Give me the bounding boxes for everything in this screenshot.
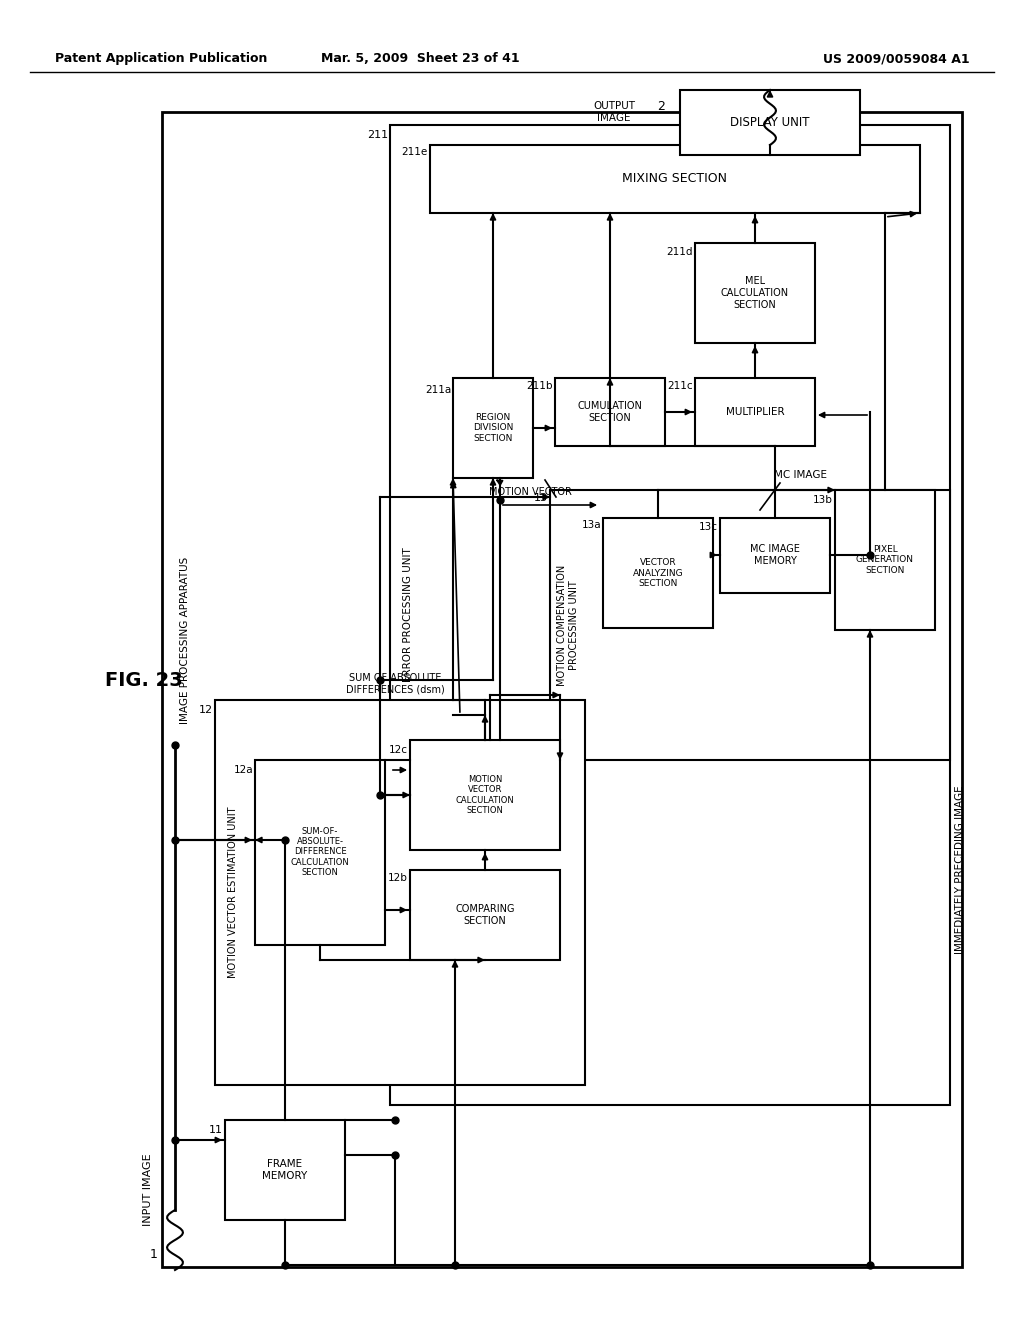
Bar <box>255 760 385 945</box>
Text: REGION
DIVISION
SECTION: REGION DIVISION SECTION <box>473 413 513 444</box>
Text: 1: 1 <box>151 1249 158 1262</box>
Bar <box>680 90 860 154</box>
Text: PIXEL
GENERATION
SECTION: PIXEL GENERATION SECTION <box>856 545 914 576</box>
Text: FIG. 23: FIG. 23 <box>105 671 182 689</box>
Text: IMMEDIATELY PRECEDING IMAGE: IMMEDIATELY PRECEDING IMAGE <box>955 785 965 954</box>
Text: 211b: 211b <box>526 381 553 391</box>
Text: 211a: 211a <box>425 385 451 395</box>
Text: MOTION VECTOR: MOTION VECTOR <box>488 487 571 498</box>
Text: Mar. 5, 2009  Sheet 23 of 41: Mar. 5, 2009 Sheet 23 of 41 <box>321 51 519 65</box>
Text: 211d: 211d <box>667 247 693 257</box>
Bar <box>410 741 560 850</box>
Bar <box>695 378 815 446</box>
Bar <box>162 112 962 1267</box>
Text: 13a: 13a <box>582 520 601 531</box>
Bar <box>555 378 665 446</box>
Bar <box>695 243 815 343</box>
Text: COMPARING
SECTION: COMPARING SECTION <box>456 904 515 925</box>
Text: US 2009/0059084 A1: US 2009/0059084 A1 <box>823 51 970 65</box>
Text: 211e: 211e <box>401 147 428 157</box>
Text: CUMULATION
SECTION: CUMULATION SECTION <box>578 401 642 422</box>
Text: IMAGE PROCESSING APPARATUS: IMAGE PROCESSING APPARATUS <box>180 556 190 723</box>
Text: 12c: 12c <box>389 744 408 755</box>
Text: OUTPUT
IMAGE: OUTPUT IMAGE <box>593 102 635 123</box>
Text: MC IMAGE
MEMORY: MC IMAGE MEMORY <box>750 544 800 566</box>
Text: 13: 13 <box>534 492 548 503</box>
Text: MC IMAGE: MC IMAGE <box>773 470 826 480</box>
Text: SUM-OF-
ABSOLUTE-
DIFFERENCE
CALCULATION
SECTION: SUM-OF- ABSOLUTE- DIFFERENCE CALCULATION… <box>291 826 349 878</box>
Bar <box>225 1119 345 1220</box>
Text: INPUT IMAGE: INPUT IMAGE <box>143 1154 153 1226</box>
Text: MEL
CALCULATION
SECTION: MEL CALCULATION SECTION <box>721 276 790 310</box>
Text: MOTION COMPENSATION
PROCESSING UNIT: MOTION COMPENSATION PROCESSING UNIT <box>557 565 579 685</box>
Text: 12a: 12a <box>233 766 253 775</box>
Text: MULTIPLIER: MULTIPLIER <box>726 407 784 417</box>
Text: MOTION VECTOR ESTIMATION UNIT: MOTION VECTOR ESTIMATION UNIT <box>228 807 238 978</box>
Text: FRAME
MEMORY: FRAME MEMORY <box>262 1159 307 1181</box>
Text: VECTOR
ANALYZING
SECTION: VECTOR ANALYZING SECTION <box>633 558 683 587</box>
Bar <box>215 700 585 1085</box>
Bar <box>430 145 920 213</box>
Bar <box>410 870 560 960</box>
Text: MOTION
VECTOR
CALCULATION
SECTION: MOTION VECTOR CALCULATION SECTION <box>456 775 514 814</box>
Bar <box>720 517 830 593</box>
Text: 11: 11 <box>209 1125 223 1135</box>
Bar <box>550 490 950 760</box>
Text: Patent Application Publication: Patent Application Publication <box>55 51 267 65</box>
Bar <box>453 378 534 478</box>
Text: 12b: 12b <box>388 873 408 883</box>
Text: ERROR PROCESSING UNIT: ERROR PROCESSING UNIT <box>403 548 413 682</box>
Text: 13b: 13b <box>813 495 833 506</box>
Text: 12: 12 <box>199 705 213 715</box>
Text: 2: 2 <box>657 100 665 114</box>
Bar <box>390 125 950 1105</box>
Text: 211c: 211c <box>668 381 693 391</box>
Bar <box>603 517 713 628</box>
Text: MIXING SECTION: MIXING SECTION <box>623 173 727 186</box>
Text: DISPLAY UNIT: DISPLAY UNIT <box>730 116 810 128</box>
Text: 13c: 13c <box>699 521 718 532</box>
Text: SUM OF ABSOLUTE
DIFFERENCES (dsm): SUM OF ABSOLUTE DIFFERENCES (dsm) <box>346 673 444 696</box>
Text: 211: 211 <box>367 129 388 140</box>
Bar <box>835 490 935 630</box>
